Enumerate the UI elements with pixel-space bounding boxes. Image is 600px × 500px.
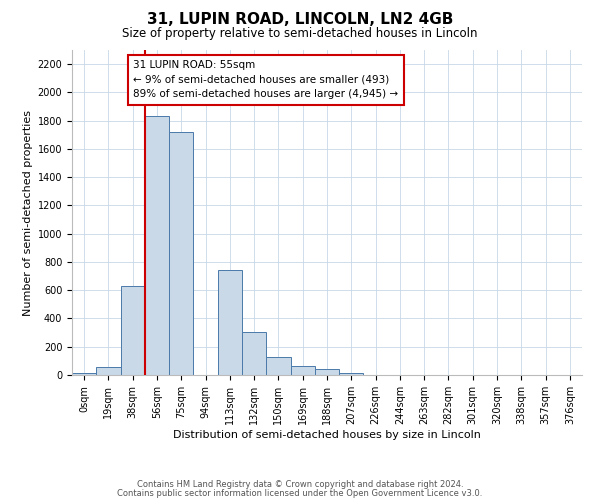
Text: Contains HM Land Registry data © Crown copyright and database right 2024.: Contains HM Land Registry data © Crown c… xyxy=(137,480,463,489)
Bar xyxy=(145,116,169,375)
Text: 31 LUPIN ROAD: 55sqm
← 9% of semi-detached houses are smaller (493)
89% of semi-: 31 LUPIN ROAD: 55sqm ← 9% of semi-detach… xyxy=(133,60,398,100)
Bar xyxy=(96,367,121,375)
Text: Size of property relative to semi-detached houses in Lincoln: Size of property relative to semi-detach… xyxy=(122,28,478,40)
Bar xyxy=(339,373,364,375)
Text: 31, LUPIN ROAD, LINCOLN, LN2 4GB: 31, LUPIN ROAD, LINCOLN, LN2 4GB xyxy=(147,12,453,28)
Bar xyxy=(218,270,242,375)
Bar xyxy=(242,332,266,375)
X-axis label: Distribution of semi-detached houses by size in Lincoln: Distribution of semi-detached houses by … xyxy=(173,430,481,440)
Bar xyxy=(72,373,96,375)
Bar xyxy=(266,356,290,375)
Text: Contains public sector information licensed under the Open Government Licence v3: Contains public sector information licen… xyxy=(118,488,482,498)
Bar xyxy=(169,132,193,375)
Bar xyxy=(315,370,339,375)
Bar xyxy=(121,286,145,375)
Y-axis label: Number of semi-detached properties: Number of semi-detached properties xyxy=(23,110,34,316)
Bar xyxy=(290,366,315,375)
